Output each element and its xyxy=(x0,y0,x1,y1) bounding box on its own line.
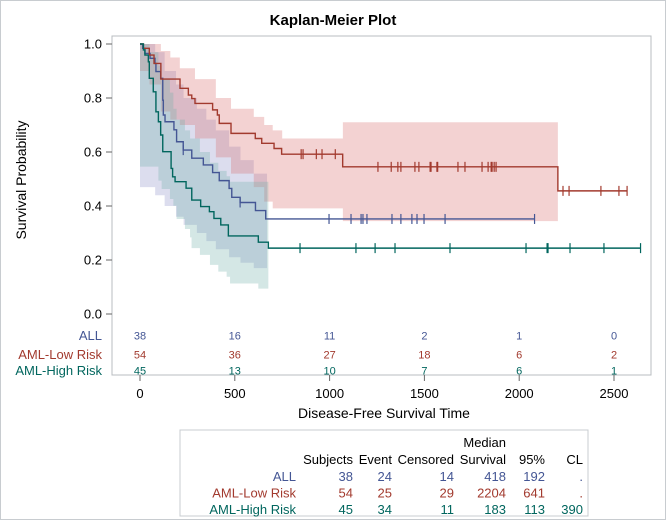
at-risk-count: 2 xyxy=(611,350,617,362)
at-risk-count: 6 xyxy=(516,366,522,378)
at-risk-count: 10 xyxy=(323,366,335,378)
stats-cell: 11 xyxy=(441,502,455,517)
at-risk-count: 2 xyxy=(421,331,427,343)
y-tick-label: 0.8 xyxy=(84,91,102,106)
at-risk-count: 27 xyxy=(323,350,335,362)
y-axis-label: Survival Probability xyxy=(13,120,29,239)
chart-title: Kaplan-Meier Plot xyxy=(270,12,397,29)
y-tick-label: 0.4 xyxy=(84,199,102,214)
stats-cell: 14 xyxy=(440,469,454,484)
at-risk-count: 18 xyxy=(418,350,430,362)
at-risk-count: 7 xyxy=(421,366,427,378)
x-tick-label: 2000 xyxy=(505,386,534,401)
x-tick-label: 1000 xyxy=(315,386,344,401)
confidence-band-aml-high-risk xyxy=(140,44,269,289)
at-risk-count: 1 xyxy=(516,331,522,343)
stats-header: Censored xyxy=(398,452,454,467)
survival-curve-all xyxy=(140,43,535,220)
y-tick-label: 0.0 xyxy=(84,307,102,322)
at-risk-count: 1 xyxy=(611,366,617,378)
y-tick-label: 1.0 xyxy=(84,37,102,52)
x-axis-label: Disease-Free Survival Time xyxy=(298,405,470,421)
stats-cell: 34 xyxy=(378,502,392,517)
stats-header: Subjects xyxy=(303,452,353,467)
stats-cell: 24 xyxy=(378,469,392,484)
stats-cell: 25 xyxy=(378,486,392,501)
stats-cell: 29 xyxy=(440,486,454,501)
stats-cell: 38 xyxy=(339,469,353,484)
stats-cell: 54 xyxy=(339,486,353,501)
survival-curve-aml-high-risk xyxy=(140,43,641,249)
stats-cell: 113 xyxy=(524,502,545,517)
stats-cell: 418 xyxy=(484,469,506,484)
at-risk-label: ALL xyxy=(79,328,102,343)
at-risk-count: 16 xyxy=(229,331,241,343)
stats-header: Survival xyxy=(460,452,506,467)
stats-cell: 2204 xyxy=(477,486,506,501)
stats-row-label: AML-High Risk xyxy=(209,502,296,517)
stats-cell: . xyxy=(579,486,583,501)
at-risk-count: 6 xyxy=(516,350,522,362)
x-tick-label: 500 xyxy=(224,386,246,401)
stats-header: Event xyxy=(359,452,393,467)
stats-cell: 641 xyxy=(523,486,545,501)
stats-cell: . xyxy=(579,469,583,484)
x-tick-label: 0 xyxy=(136,386,143,401)
stats-cell: 192 xyxy=(523,469,545,484)
y-tick-label: 0.2 xyxy=(84,253,102,268)
at-risk-count: 36 xyxy=(229,350,241,362)
at-risk-count: 45 xyxy=(134,366,146,378)
confidence-band-all xyxy=(140,44,268,269)
stats-table-frame xyxy=(179,429,589,517)
stats-header: CL xyxy=(566,452,583,467)
at-risk-label: AML-High Risk xyxy=(15,363,102,378)
stats-cell: 183 xyxy=(484,502,506,517)
at-risk-count: 13 xyxy=(229,366,241,378)
survival-curve-aml-low-risk xyxy=(140,43,628,192)
at-risk-label: AML-Low Risk xyxy=(18,347,102,362)
x-tick-label: 2500 xyxy=(600,386,629,401)
stats-cell: 390 xyxy=(561,502,583,517)
at-risk-count: 0 xyxy=(611,331,617,343)
confidence-band-aml-low-risk xyxy=(140,44,558,222)
stats-row-label: AML-Low Risk xyxy=(212,486,296,501)
at-risk-count: 11 xyxy=(324,331,335,343)
stats-header: 95% xyxy=(519,452,545,467)
y-tick-label: 0.6 xyxy=(84,145,102,160)
stats-header: Median xyxy=(463,435,506,450)
at-risk-count: 38 xyxy=(134,331,146,343)
x-tick-label: 1500 xyxy=(410,386,439,401)
at-risk-count: 54 xyxy=(134,350,146,362)
stats-row-label: ALL xyxy=(273,469,296,484)
stats-cell: 45 xyxy=(339,502,353,517)
